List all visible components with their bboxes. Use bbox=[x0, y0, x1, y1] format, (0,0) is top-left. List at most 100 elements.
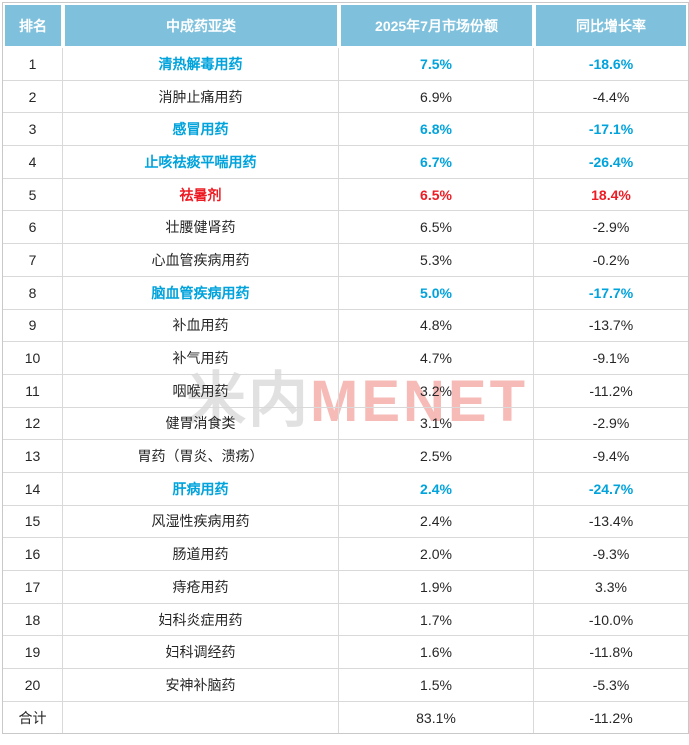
table-row: 12 健胃消食类 3.1% -2.9% bbox=[3, 407, 688, 441]
growth-cell: -13.4% bbox=[534, 506, 688, 539]
col-header-growth: 同比增长率 bbox=[534, 3, 688, 48]
rank-cell: 18 bbox=[3, 603, 63, 637]
category-cell: 感冒用药 bbox=[63, 113, 339, 147]
growth-cell: -24.7% bbox=[534, 473, 688, 506]
growth-cell: -2.9% bbox=[534, 211, 688, 245]
table-row: 18 妇科炎症用药 1.7% -10.0% bbox=[3, 603, 688, 637]
table-row: 16 肠道用药 2.0% -9.3% bbox=[3, 538, 688, 571]
rank-cell: 14 bbox=[3, 472, 63, 506]
category-cell: 风湿性疾病用药 bbox=[63, 505, 339, 539]
rank-cell: 13 bbox=[3, 440, 63, 473]
growth-cell: -11.2% bbox=[534, 375, 688, 408]
table-row: 13 胃药（胃炎、溃疡） 2.5% -9.4% bbox=[3, 440, 688, 473]
rank-cell: 15 bbox=[3, 505, 63, 539]
growth-cell: -18.6% bbox=[534, 48, 688, 81]
category-cell: 安神补脑药 bbox=[63, 669, 339, 702]
rank-cell: 12 bbox=[3, 407, 63, 441]
table-row: 5 祛暑剂 6.5% 18.4% bbox=[3, 178, 688, 212]
category-cell: 补气用药 bbox=[63, 342, 339, 375]
growth-cell: -5.3% bbox=[534, 669, 688, 702]
rank-cell: 10 bbox=[3, 342, 63, 375]
rank-cell: 9 bbox=[3, 309, 63, 343]
table-row: 2 消肿止痛用药 6.9% -4.4% bbox=[3, 80, 688, 114]
category-cell: 止咳祛痰平喘用药 bbox=[63, 146, 339, 179]
category-cell: 壮腰健肾药 bbox=[63, 211, 339, 245]
rank-cell: 5 bbox=[3, 178, 63, 212]
table-row: 1 清热解毒用药 7.5% -18.6% bbox=[3, 48, 688, 81]
rank-cell: 7 bbox=[3, 244, 63, 277]
share-cell: 6.7% bbox=[339, 146, 534, 179]
share-cell: 6.5% bbox=[339, 211, 534, 245]
growth-cell: -17.7% bbox=[534, 277, 688, 310]
share-cell: 2.4% bbox=[339, 505, 534, 539]
growth-cell: 18.4% bbox=[534, 179, 688, 212]
table-row: 10 补气用药 4.7% -9.1% bbox=[3, 342, 688, 375]
growth-cell: -9.3% bbox=[534, 538, 688, 571]
category-cell: 消肿止痛用药 bbox=[63, 80, 339, 114]
rank-cell: 4 bbox=[3, 146, 63, 179]
rank-cell: 2 bbox=[3, 80, 63, 114]
growth-cell: -10.0% bbox=[534, 604, 688, 637]
category-cell: 心血管疾病用药 bbox=[63, 244, 339, 277]
category-cell: 健胃消食类 bbox=[63, 407, 339, 441]
category-cell: 脑血管疾病用药 bbox=[63, 276, 339, 310]
category-cell: 痔疮用药 bbox=[63, 571, 339, 604]
table-row: 6 壮腰健肾药 6.5% -2.9% bbox=[3, 211, 688, 245]
category-cell: 妇科炎症用药 bbox=[63, 603, 339, 637]
table-row: 4 止咳祛痰平喘用药 6.7% -26.4% bbox=[3, 146, 688, 179]
growth-cell: -9.1% bbox=[534, 342, 688, 375]
rank-cell: 19 bbox=[3, 636, 63, 670]
table-row: 8 脑血管疾病用药 5.0% -17.7% bbox=[3, 276, 688, 310]
growth-cell: -13.7% bbox=[534, 310, 688, 343]
rank-cell: 合计 bbox=[3, 701, 63, 734]
rank-cell: 20 bbox=[3, 669, 63, 702]
share-cell: 6.9% bbox=[339, 80, 534, 114]
share-cell: 2.0% bbox=[339, 538, 534, 571]
watermark: 米内MENET bbox=[186, 352, 528, 439]
col-header-rank: 排名 bbox=[3, 3, 63, 48]
rank-cell: 1 bbox=[3, 48, 63, 81]
col-header-category: 中成药亚类 bbox=[63, 3, 339, 48]
table-row: 3 感冒用药 6.8% -17.1% bbox=[3, 113, 688, 147]
growth-cell: -2.9% bbox=[534, 408, 688, 441]
growth-cell: -4.4% bbox=[534, 81, 688, 114]
share-cell: 1.5% bbox=[339, 669, 534, 702]
growth-cell: -0.2% bbox=[534, 244, 688, 277]
share-cell: 3.1% bbox=[339, 407, 534, 441]
category-cell: 清热解毒用药 bbox=[63, 48, 339, 81]
total-row: 合计 83.1% -11.2% bbox=[3, 701, 688, 734]
table-row: 14 肝病用药 2.4% -24.7% bbox=[3, 472, 688, 506]
growth-cell: -11.2% bbox=[589, 709, 633, 726]
table-row: 20 安神补脑药 1.5% -5.3% bbox=[3, 669, 688, 702]
share-cell: 4.8% bbox=[339, 309, 534, 343]
share-cell: 6.5% bbox=[339, 178, 534, 212]
rank-cell: 3 bbox=[3, 113, 63, 147]
rank-cell: 8 bbox=[3, 276, 63, 310]
category-cell: 肝病用药 bbox=[63, 472, 339, 506]
category-cell: 咽喉用药 bbox=[63, 374, 339, 408]
rank-cell: 16 bbox=[3, 538, 63, 571]
growth-cell: 3.3% bbox=[534, 571, 688, 604]
share-cell: 1.9% bbox=[339, 571, 534, 604]
table-body: 1 清热解毒用药 7.5% -18.6% 2 消肿止痛用药 6.9% -4.4% 3 感冒用药 6.… bbox=[3, 48, 688, 734]
share-cell: 83.1% bbox=[339, 701, 534, 734]
growth-cell: -26.4% bbox=[534, 146, 688, 179]
share-cell: 7.5% bbox=[339, 48, 534, 81]
share-cell: 1.6% bbox=[339, 636, 534, 670]
category-cell: 妇科调经药 bbox=[63, 636, 339, 670]
category-cell bbox=[63, 701, 339, 734]
rank-cell: 17 bbox=[3, 571, 63, 604]
rank-cell: 6 bbox=[3, 211, 63, 245]
table-row: 11 咽喉用药 3.2% -11.2% bbox=[3, 374, 688, 408]
rank-cell: 11 bbox=[3, 374, 63, 408]
table-row: 17 痔疮用药 1.9% 3.3% bbox=[3, 571, 688, 604]
growth-cell: -17.1% bbox=[534, 113, 688, 147]
growth-cell: -11.8% bbox=[534, 636, 688, 670]
share-cell: 5.3% bbox=[339, 244, 534, 277]
watermark-menet-cn-logo: 米内 bbox=[186, 367, 310, 434]
table-row: 19 妇科调经药 1.6% -11.8% bbox=[3, 636, 688, 670]
table-row: 7 心血管疾病用药 5.3% -0.2% bbox=[3, 244, 688, 277]
category-cell: 祛暑剂 bbox=[63, 178, 339, 212]
